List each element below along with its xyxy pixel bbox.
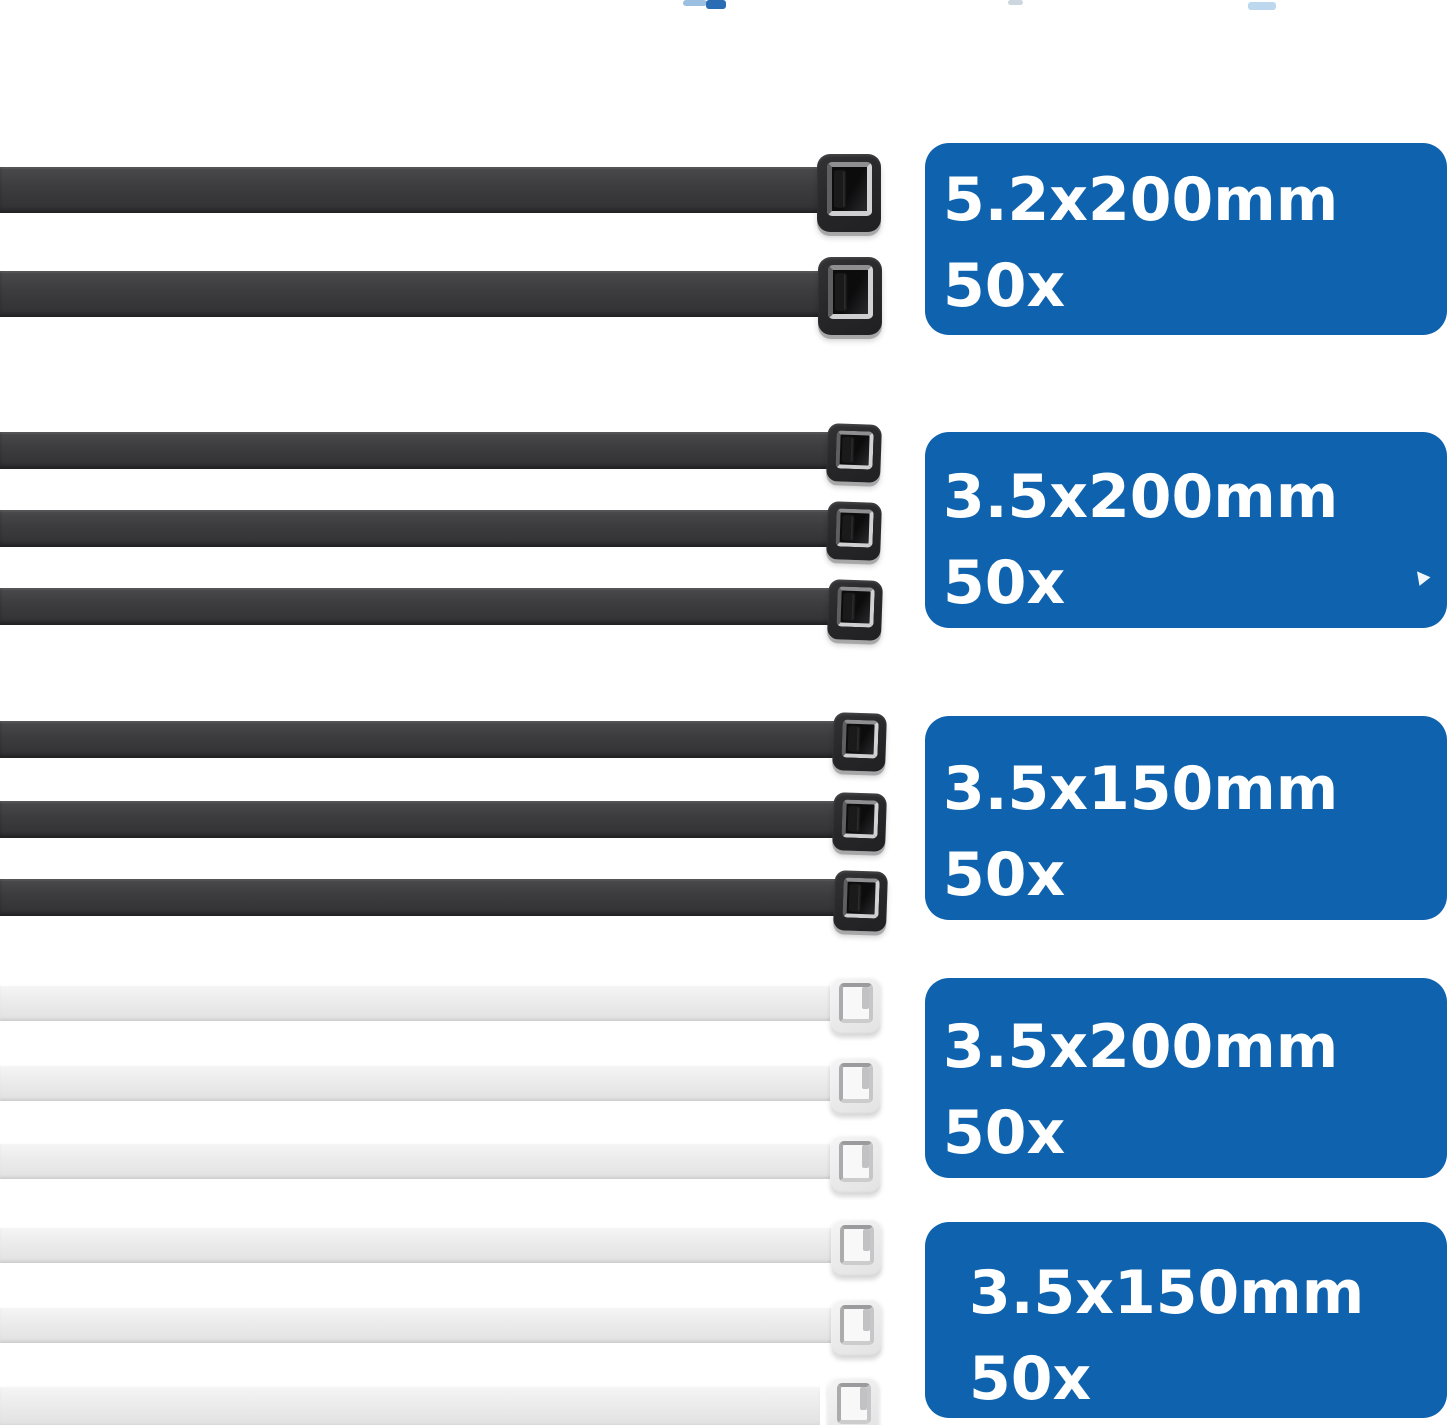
cable-tie-strap	[0, 1226, 838, 1263]
cable-tie-strap	[0, 1306, 838, 1343]
label-qty-text: 50x	[943, 840, 1066, 910]
cable-tie-strap	[0, 879, 840, 916]
label-qty-text: 50x	[943, 251, 1066, 321]
edge-artifact	[1248, 2, 1276, 10]
size-label: 3.5x200mm 50x	[925, 432, 1447, 628]
label-size-text: 3.5x150mm	[969, 1258, 1365, 1328]
cable-tie-strap	[0, 801, 840, 838]
cable-tie-strap	[0, 432, 836, 469]
head-slot	[840, 1305, 874, 1345]
head-slot	[839, 983, 873, 1023]
cable-tie-strap	[0, 167, 830, 213]
label-qty-text: 50x	[943, 548, 1066, 618]
label-qty-text: 50x	[943, 1098, 1066, 1168]
cable-tie-strap	[0, 1385, 820, 1425]
head-slot	[840, 1225, 874, 1265]
cable-tie-head	[826, 423, 882, 483]
cable-tie-head	[830, 1134, 881, 1194]
head-slot	[828, 265, 873, 319]
head-slot	[835, 430, 874, 470]
cable-tie-strap	[0, 984, 838, 1021]
cable-tie-head	[831, 1218, 882, 1277]
cable-tie-strap	[0, 510, 836, 547]
size-label: 5.2x200mm 50x	[925, 143, 1447, 335]
cable-tie-head	[817, 154, 881, 232]
cable-tie-strap	[0, 588, 836, 625]
cable-tie-head	[828, 1376, 879, 1425]
cable-tie-head	[832, 792, 887, 852]
label-size-text: 3.5x200mm	[943, 1012, 1339, 1082]
cable-tie-head	[832, 712, 887, 772]
cable-tie-head	[830, 976, 881, 1035]
head-slot	[836, 586, 875, 628]
edge-artifact	[683, 0, 707, 6]
label-size-text: 3.5x200mm	[943, 462, 1339, 532]
head-slot	[827, 162, 872, 216]
head-slot	[839, 1141, 873, 1182]
cable-tie-head	[826, 579, 884, 641]
head-slot	[835, 508, 874, 548]
edge-artifact	[1008, 0, 1023, 5]
cable-tie-head	[826, 501, 882, 561]
head-slot	[837, 1383, 871, 1424]
size-label: 3.5x150mm 50x	[925, 1222, 1447, 1418]
head-slot	[841, 719, 879, 759]
label-size-text: 5.2x200mm	[943, 165, 1339, 235]
cable-tie-strap	[0, 721, 840, 758]
cable-tie-head	[830, 1056, 881, 1115]
size-label: 3.5x150mm 50x	[925, 716, 1447, 920]
cable-tie-head	[831, 1298, 882, 1357]
size-label: 3.5x200mm 50x	[925, 978, 1447, 1178]
cable-tie-head	[832, 870, 889, 932]
head-slot	[839, 1063, 873, 1103]
cable-tie-strap	[0, 1064, 838, 1101]
cable-tie-strap	[0, 1142, 838, 1179]
edge-artifact	[706, 0, 726, 9]
label-size-text: 3.5x150mm	[943, 754, 1339, 824]
cable-tie-strap	[0, 271, 830, 317]
label-qty-text: 50x	[969, 1344, 1092, 1414]
head-slot	[841, 799, 879, 839]
cable-tie-head	[818, 257, 882, 335]
head-slot	[842, 877, 880, 919]
